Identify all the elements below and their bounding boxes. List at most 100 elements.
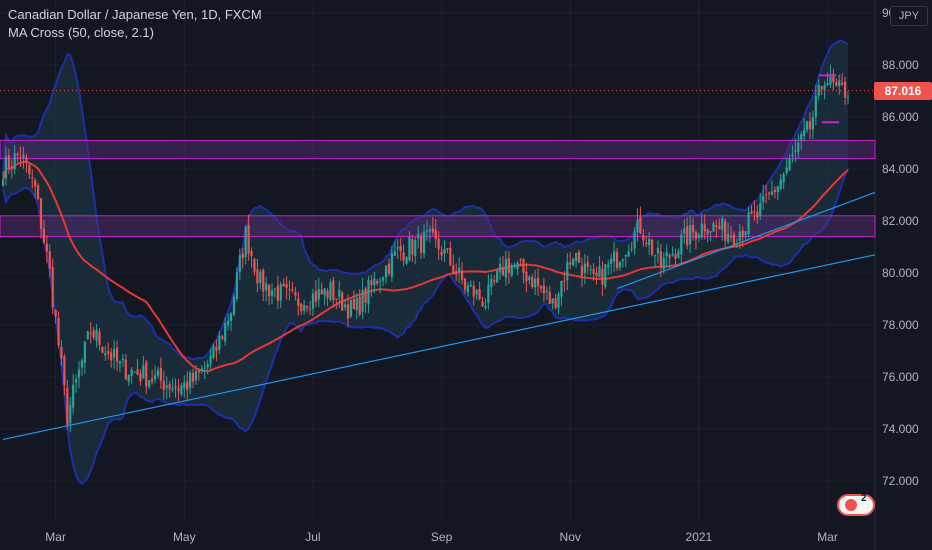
candle [805,120,809,133]
candle [656,240,660,264]
trendline[interactable] [2,254,876,440]
candle [595,266,598,285]
candle [759,193,762,220]
candle [288,280,291,301]
candle [776,185,779,201]
candle [209,348,212,371]
alert-badge[interactable]: 2 [837,493,875,516]
candle [45,235,48,263]
candle [624,254,627,268]
candle [803,118,806,142]
candle [773,186,777,199]
candle [598,256,601,278]
candle [718,218,721,230]
alert-icon [845,499,857,511]
candle [458,257,461,283]
candle [34,177,37,198]
candle [659,243,662,278]
band-fill [3,40,848,484]
candle [472,280,475,306]
candle [139,369,142,386]
candle [305,305,309,313]
x-tick-label: Jul [305,530,320,544]
candle [446,248,449,254]
candle [317,277,320,308]
candle [574,252,578,268]
candle [177,379,180,402]
candle [259,268,262,290]
candle [455,263,458,281]
chart-legend: Canadian Dollar / Japanese Yen, 1D, FXCM… [8,6,262,42]
candle [563,271,566,292]
candle [323,288,326,306]
currency-label[interactable]: JPY [890,6,928,26]
candle [686,217,689,250]
x-tick-label: 2021 [686,530,713,544]
candle [282,278,285,287]
candle [610,253,613,274]
candle [36,183,40,201]
candle [522,257,525,284]
y-tick-label: 82.000 [882,214,919,228]
candle [513,262,516,270]
candle [379,277,382,294]
candle [788,154,791,172]
candle [490,273,493,296]
candle [794,138,797,162]
candle [74,374,78,393]
y-tick-label: 84.000 [882,162,919,176]
candle [735,238,738,248]
candle [437,231,440,260]
candle [767,191,771,201]
candle [411,234,414,262]
candle [28,163,31,179]
candle [691,217,695,241]
candle [229,312,233,331]
candle [604,264,607,290]
candle [493,275,496,286]
candle [738,224,741,249]
candle [180,382,183,397]
candle [320,282,323,295]
candle [408,231,411,262]
candle [250,247,253,268]
x-tick-label: Mar [45,530,66,544]
candle [519,257,522,267]
candle [583,254,586,285]
resistance-zone[interactable] [0,139,876,160]
candle [843,76,847,105]
candle [607,259,610,276]
candle [770,180,774,197]
candle [189,370,192,395]
candle [460,261,464,285]
candle [507,251,510,284]
candle [645,235,648,248]
candle [51,258,54,315]
candle [414,237,417,265]
candle [651,238,654,257]
candle [218,331,221,354]
y-tick-label: 80.000 [882,266,919,280]
y-tick-label: 78.000 [882,318,919,332]
resistance-zone[interactable] [0,215,876,238]
candle [665,244,668,268]
candle [601,261,604,297]
candle [504,250,508,286]
candle [86,330,89,340]
candle [496,268,499,283]
candle [121,353,124,367]
candle [662,252,665,274]
candle [89,321,92,344]
candle [721,215,724,241]
candle [253,257,256,276]
candle [832,68,835,91]
candle [779,174,782,191]
candle [765,184,768,204]
candle [241,247,244,269]
candle [376,278,379,286]
x-tick-label: May [173,530,196,544]
candle [148,379,151,389]
candle [589,265,592,276]
alert-count: 2 [861,493,867,504]
